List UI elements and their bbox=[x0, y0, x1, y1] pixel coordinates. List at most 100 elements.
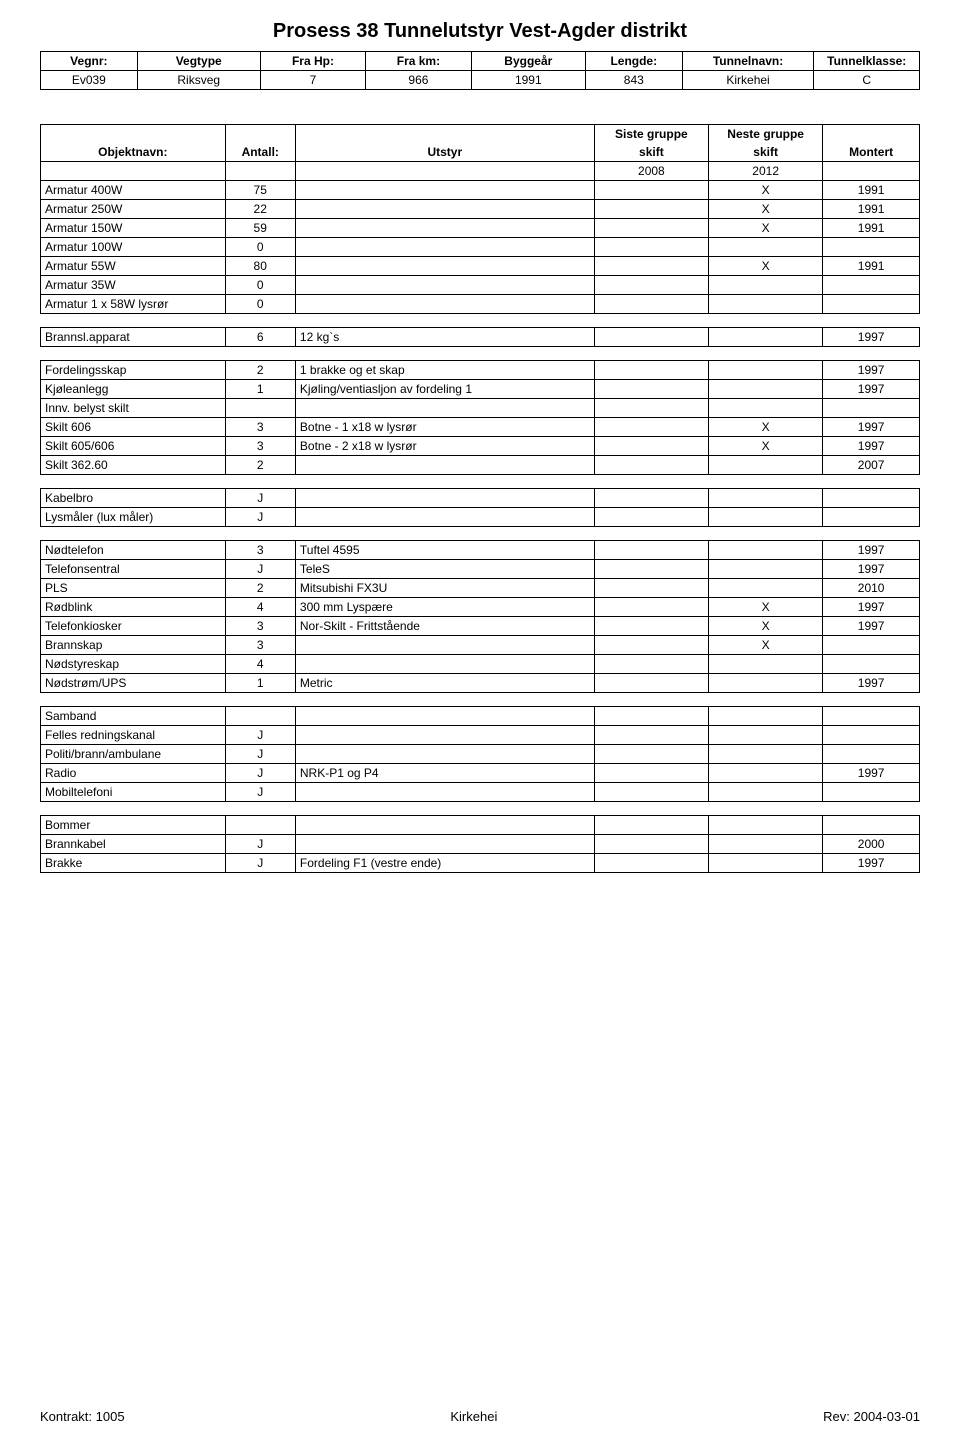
table-cell bbox=[823, 783, 920, 802]
table-cell: X bbox=[709, 219, 823, 238]
gap-cell bbox=[225, 802, 295, 816]
data-body: Armatur 400W75X1991Armatur 250W22X1991Ar… bbox=[41, 181, 920, 873]
col-montert: Montert bbox=[823, 125, 920, 162]
table-cell: 3 bbox=[225, 617, 295, 636]
table-cell bbox=[594, 399, 708, 418]
table-cell: 1997 bbox=[823, 764, 920, 783]
section-gap bbox=[41, 314, 920, 328]
table-cell bbox=[295, 238, 594, 257]
table-cell: Nor-Skilt - Frittstående bbox=[295, 617, 594, 636]
table-cell bbox=[594, 200, 708, 219]
table-row: Nødstrøm/UPS1Metric1997 bbox=[41, 674, 920, 693]
table-cell bbox=[823, 276, 920, 295]
gap-cell bbox=[295, 802, 594, 816]
table-cell: 59 bbox=[225, 219, 295, 238]
table-cell bbox=[295, 726, 594, 745]
table-row: Nødtelefon3Tuftel 45951997 bbox=[41, 541, 920, 560]
cell-empty bbox=[295, 162, 594, 181]
table-cell bbox=[594, 257, 708, 276]
table-cell: Nødstrøm/UPS bbox=[41, 674, 226, 693]
footer-left: Kontrakt: 1005 bbox=[40, 1409, 125, 1424]
gap-cell bbox=[823, 802, 920, 816]
page-title: Prosess 38 Tunnelutstyr Vest-Agder distr… bbox=[40, 20, 920, 43]
cell-empty bbox=[41, 162, 226, 181]
table-cell bbox=[709, 783, 823, 802]
table-cell bbox=[295, 456, 594, 475]
table-row: Fordelingsskap21 brakke og et skap1997 bbox=[41, 361, 920, 380]
table-cell bbox=[594, 726, 708, 745]
hdr-col: Byggeår bbox=[471, 52, 585, 71]
table-cell: J bbox=[225, 489, 295, 508]
table-cell bbox=[709, 361, 823, 380]
table-row: TelefonsentralJTeleS1997 bbox=[41, 560, 920, 579]
table-cell bbox=[709, 674, 823, 693]
table-cell: Brannsl.apparat bbox=[41, 328, 226, 347]
table-cell: 1997 bbox=[823, 674, 920, 693]
gap-cell bbox=[709, 314, 823, 328]
table-cell bbox=[594, 238, 708, 257]
table-row: Skilt 362.6022007 bbox=[41, 456, 920, 475]
table-cell bbox=[594, 380, 708, 399]
table-cell: Nødstyreskap bbox=[41, 655, 226, 674]
hdr-col: Vegtype bbox=[137, 52, 260, 71]
table-cell bbox=[594, 579, 708, 598]
table-row: Skilt 6063Botne - 1 x18 w lysrørX1997 bbox=[41, 418, 920, 437]
gap-cell bbox=[225, 527, 295, 541]
table-cell: 3 bbox=[225, 437, 295, 456]
table-row: Lysmåler (lux måler)J bbox=[41, 508, 920, 527]
cell-empty bbox=[823, 162, 920, 181]
table-cell bbox=[709, 835, 823, 854]
table-row: MobiltelefoniJ bbox=[41, 783, 920, 802]
footer-right: Rev: 2004-03-01 bbox=[823, 1409, 920, 1424]
table-cell: Armatur 250W bbox=[41, 200, 226, 219]
table-cell bbox=[709, 399, 823, 418]
col-utstyr: Utstyr bbox=[295, 125, 594, 162]
hdr-val: 1991 bbox=[471, 71, 585, 90]
table-cell: Skilt 606 bbox=[41, 418, 226, 437]
table-cell bbox=[594, 541, 708, 560]
header-table: Vegnr: Vegtype Fra Hp: Fra km: Byggeår L… bbox=[40, 51, 920, 90]
table-cell bbox=[594, 489, 708, 508]
col-objektnavn: Objektnavn: bbox=[41, 125, 226, 162]
table-cell: 1991 bbox=[823, 257, 920, 276]
table-cell: Armatur 400W bbox=[41, 181, 226, 200]
table-row: Brannsl.apparat612 kg`s1997 bbox=[41, 328, 920, 347]
table-cell: X bbox=[709, 181, 823, 200]
table-cell: 1 bbox=[225, 674, 295, 693]
table-cell: Botne - 1 x18 w lysrør bbox=[295, 418, 594, 437]
table-cell bbox=[295, 783, 594, 802]
hdr-val: Riksveg bbox=[137, 71, 260, 90]
gap-cell bbox=[594, 693, 708, 707]
table-cell bbox=[709, 328, 823, 347]
table-cell: Brannskap bbox=[41, 636, 226, 655]
gap-cell bbox=[41, 527, 226, 541]
table-cell bbox=[594, 295, 708, 314]
table-cell: 0 bbox=[225, 295, 295, 314]
table-row: Brannskap3X bbox=[41, 636, 920, 655]
table-cell bbox=[594, 745, 708, 764]
table-row: Armatur 35W0 bbox=[41, 276, 920, 295]
table-cell bbox=[709, 276, 823, 295]
gap-cell bbox=[823, 314, 920, 328]
table-cell: 2010 bbox=[823, 579, 920, 598]
table-cell: NRK-P1 og P4 bbox=[295, 764, 594, 783]
gap-cell bbox=[41, 314, 226, 328]
table-row: BrannkabelJ2000 bbox=[41, 835, 920, 854]
main-table: Objektnavn: Antall: Utstyr Siste gruppe … bbox=[40, 124, 920, 873]
table-cell bbox=[709, 238, 823, 257]
table-cell bbox=[823, 238, 920, 257]
table-cell bbox=[709, 560, 823, 579]
gap-cell bbox=[41, 802, 226, 816]
table-cell: J bbox=[225, 726, 295, 745]
table-cell bbox=[594, 655, 708, 674]
table-cell: 1991 bbox=[823, 181, 920, 200]
table-cell bbox=[295, 276, 594, 295]
table-cell: 6 bbox=[225, 328, 295, 347]
table-cell: Skilt 605/606 bbox=[41, 437, 226, 456]
table-cell bbox=[823, 816, 920, 835]
table-cell bbox=[295, 655, 594, 674]
table-cell: X bbox=[709, 437, 823, 456]
table-cell bbox=[295, 489, 594, 508]
col-neste-b: skift bbox=[709, 143, 823, 162]
table-cell: 2 bbox=[225, 579, 295, 598]
